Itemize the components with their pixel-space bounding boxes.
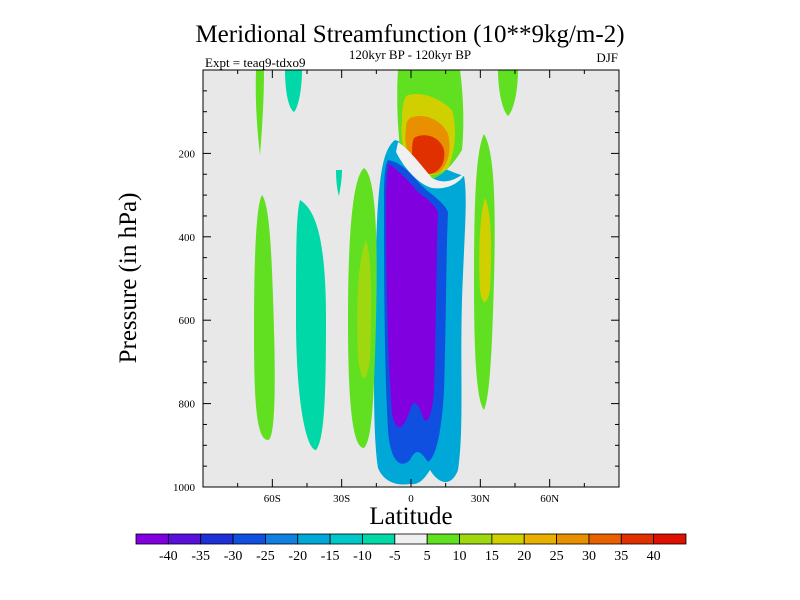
sh-ferrel-upper [285,70,302,112]
x-tick-label: 0 [408,493,414,505]
colorbar-swatch [620,533,655,545]
colorbar-swatch [588,533,622,545]
colorbar-swatch [394,533,428,545]
colorbar-label: 30 [582,549,596,564]
colorbar-swatch [653,533,687,545]
colorbar-label: 20 [517,549,531,564]
plot-area: 200 400 600 800 1000 60S 30S 0 30N 60N [173,69,620,505]
experiment-label: Expt = teaq9-tdxo9 [205,55,305,70]
colorbar-swatch [362,533,396,545]
y-tick-label: 800 [179,399,196,411]
colorbar-label: -10 [353,549,372,564]
x-tick-label: 60N [540,493,559,505]
contour-shapes [254,70,518,485]
sh-polar-upper [255,70,264,155]
colorbar-swatch [556,533,590,545]
colorbar-label: 15 [485,549,499,564]
sh-ferrel-cell [296,200,326,450]
x-axis-ticks: 60S 30S 0 30N 60N [202,70,620,505]
y-axis-label: Pressure (in hPa) [115,193,142,364]
equator-gap [396,142,466,189]
colorbar-swatch [135,533,169,545]
nh-hadley-core [479,198,492,302]
sh-polar-cell [254,195,275,440]
colorbar: -40 -35 -30 -25 -20 -15 -10 -5 5 10 15 20 25 30 35 40 [135,533,687,564]
y-tick-label: 400 [179,232,196,244]
colorbar-swatch [200,533,234,545]
y-tick-label: 200 [179,148,196,160]
colorbar-swatch [167,533,202,545]
colorbar-label: 10 [453,549,467,564]
y-tick-label: 1000 [173,482,196,494]
colorbar-label: -5 [389,549,401,564]
colorbar-swatch [523,533,557,545]
sh-hadley-core [357,240,372,378]
chart-title: Meridional Streamfunction (10**9kg/m-2) [195,21,624,48]
colorbar-label: -25 [256,549,275,564]
x-tick-label: 30N [471,493,490,505]
colorbar-label: 40 [647,549,661,564]
x-tick-label: 30S [333,493,350,505]
colorbar-swatch [426,533,460,545]
y-axis-ticks: 200 400 600 800 1000 [173,90,619,494]
colorbar-label: 35 [614,549,628,564]
colorbar-swatch [232,533,266,545]
colorbar-swatch [265,533,299,545]
nh-upper-branch [498,70,518,116]
season-label: DJF [596,50,618,65]
colorbar-label: -20 [288,549,307,564]
colorbar-swatch [297,533,331,545]
sh-thin-band [336,170,342,196]
colorbar-label: -40 [159,549,178,564]
colorbar-swatch [491,533,525,545]
colorbar-label: -15 [321,549,340,564]
colorbar-label: 5 [424,549,431,564]
colorbar-label: 25 [550,549,564,564]
x-tick-label: 60S [264,493,281,505]
y-tick-label: 600 [179,315,196,327]
x-axis-label: Latitude [369,503,452,530]
colorbar-swatch [459,533,493,545]
colorbar-label: -35 [191,549,210,564]
winter-hadley-core [386,164,438,428]
chart-subtitle: 120kyr BP - 120kyr BP [349,47,471,62]
colorbar-label: -30 [224,549,243,564]
colorbar-swatch [329,533,363,545]
